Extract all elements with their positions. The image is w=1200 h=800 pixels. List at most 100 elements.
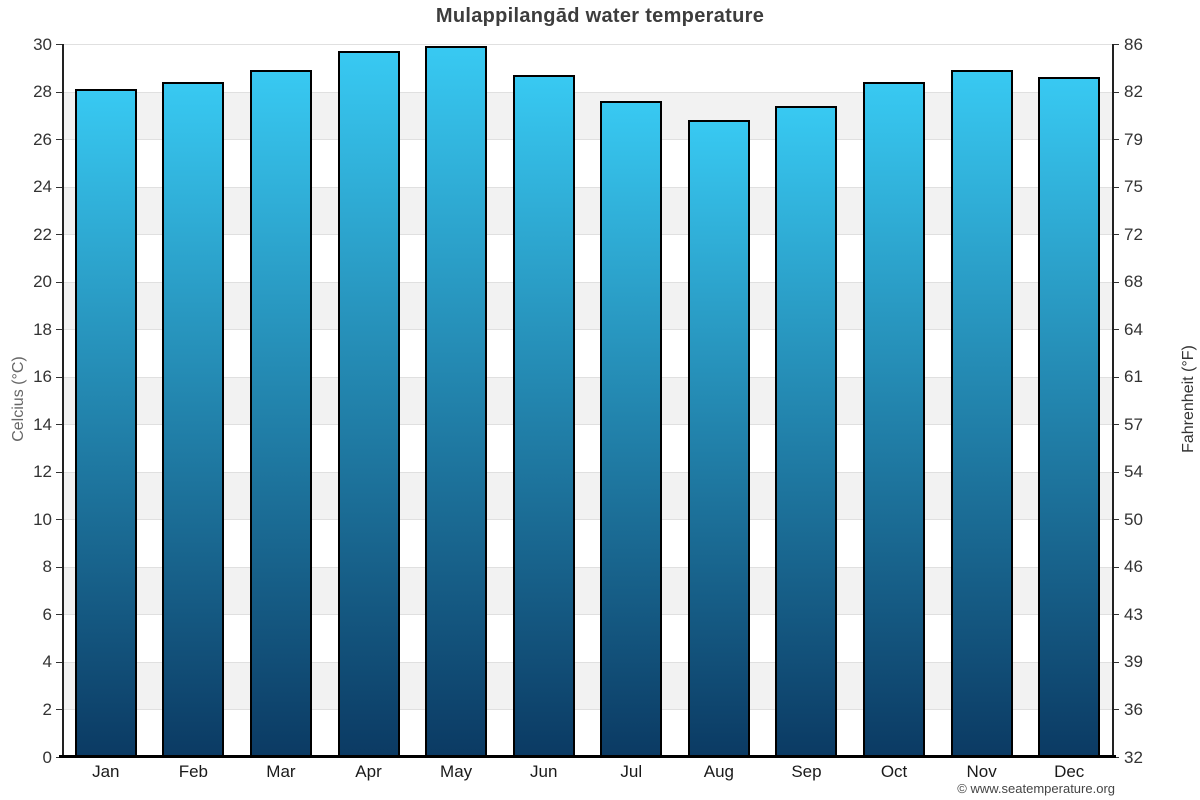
bar-mar[interactable]	[249, 70, 312, 757]
plot-band	[62, 44, 1113, 92]
fahrenheit-tick-mark	[1113, 757, 1119, 758]
month-label-sep: Sep	[791, 762, 822, 781]
plot-band	[62, 91, 1113, 140]
celsius-tick-label: 6	[42, 604, 52, 624]
celsius-tick-label: 16	[33, 367, 52, 387]
month-label-dec: Dec	[1054, 762, 1085, 781]
bar-nov[interactable]	[950, 70, 1013, 757]
celsius-tick-mark	[56, 376, 62, 378]
fahrenheit-tick-mark	[1113, 519, 1119, 521]
celsius-tick-label: 0	[42, 747, 52, 767]
celsius-tick-mark	[56, 614, 62, 616]
gridline	[62, 661, 1113, 663]
bar-jul[interactable]	[600, 101, 663, 757]
bar-sep[interactable]	[775, 105, 838, 757]
month-label-jul: Jul	[620, 762, 643, 781]
celsius-tick-mark	[56, 471, 62, 473]
bar-jun[interactable]	[512, 74, 575, 757]
fahrenheit-tick-mark	[1113, 471, 1119, 473]
plot-band	[62, 471, 1113, 520]
plot-band	[62, 329, 1113, 377]
fahrenheit-tick-mark	[1113, 614, 1119, 616]
fahrenheit-tick-mark	[1113, 329, 1119, 331]
plot-band	[62, 709, 1113, 757]
plot-band	[62, 661, 1113, 710]
copyright-credit: © www.seatemperature.org	[957, 781, 1115, 796]
fahrenheit-tick-mark	[1113, 44, 1119, 45]
plot-band	[62, 614, 1113, 662]
celsius-tick-mark	[56, 91, 62, 93]
fahrenheit-tick-label: 32	[1124, 747, 1143, 767]
gridline	[62, 614, 1113, 616]
celsius-axis-title: Celcius (°C)	[10, 356, 27, 442]
gridline	[62, 44, 1113, 45]
bar-may[interactable]	[425, 46, 488, 757]
fahrenheit-tick-label: 75	[1124, 177, 1143, 197]
plot-band	[62, 424, 1113, 472]
right-axis-line	[1112, 44, 1114, 757]
celsius-tick-label: 22	[33, 224, 52, 244]
plot-band	[62, 281, 1113, 330]
bar-jan[interactable]	[74, 89, 137, 757]
bar-feb[interactable]	[162, 82, 225, 757]
celsius-tick-label: 20	[33, 272, 52, 292]
celsius-tick-mark	[56, 424, 62, 426]
fahrenheit-axis-title: Fahrenheit (°F)	[1180, 345, 1197, 453]
fahrenheit-tick-label: 61	[1124, 367, 1143, 387]
gridline	[62, 376, 1113, 378]
fahrenheit-tick-label: 68	[1124, 272, 1143, 292]
plot-band	[62, 186, 1113, 235]
fahrenheit-tick-mark	[1113, 281, 1119, 283]
celsius-tick-mark	[56, 519, 62, 521]
celsius-tick-label: 12	[33, 462, 52, 482]
gridline	[62, 471, 1113, 473]
fahrenheit-tick-mark	[1113, 661, 1119, 663]
celsius-tick-mark	[56, 709, 62, 711]
celsius-tick-mark	[56, 139, 62, 141]
celsius-tick-mark	[56, 281, 62, 283]
gridline	[62, 566, 1113, 568]
month-label-jan: Jan	[92, 762, 120, 781]
celsius-tick-label: 10	[33, 509, 52, 529]
fahrenheit-tick-mark	[1113, 709, 1119, 711]
chart-title: Mulappilangād water temperature	[435, 5, 765, 27]
celsius-tick-label: 18	[33, 319, 52, 339]
fahrenheit-tick-mark	[1113, 91, 1119, 93]
fahrenheit-tick-mark	[1113, 424, 1119, 426]
fahrenheit-tick-mark	[1113, 376, 1119, 378]
bar-aug[interactable]	[687, 120, 750, 757]
month-label-jun: Jun	[529, 762, 558, 781]
gridline	[62, 709, 1113, 711]
gridline	[62, 186, 1113, 188]
fahrenheit-tick-mark	[1113, 186, 1119, 188]
gridline	[62, 139, 1113, 141]
bar-dec[interactable]	[1038, 77, 1101, 757]
celsius-tick-label: 14	[33, 414, 52, 434]
celsius-tick-mark	[56, 329, 62, 331]
gridline	[62, 519, 1113, 521]
month-label-may: May	[440, 762, 473, 781]
fahrenheit-tick-label: 57	[1124, 414, 1143, 434]
fahrenheit-tick-mark	[1113, 234, 1119, 236]
fahrenheit-tick-label: 50	[1124, 509, 1143, 529]
month-label-aug: Aug	[703, 762, 734, 781]
gridline	[62, 329, 1113, 331]
celsius-tick-label: 24	[33, 177, 52, 197]
plot-band	[62, 519, 1113, 567]
celsius-tick-label: 4	[42, 652, 52, 672]
celsius-tick-mark	[56, 186, 62, 188]
month-label-nov: Nov	[966, 762, 997, 781]
celsius-tick-label: 30	[33, 34, 52, 54]
gridline	[62, 424, 1113, 426]
celsius-tick-label: 26	[33, 129, 52, 149]
month-label-mar: Mar	[266, 762, 296, 781]
plot-band	[62, 376, 1113, 425]
bar-apr[interactable]	[337, 51, 400, 757]
bar-oct[interactable]	[863, 82, 926, 757]
month-label-oct: Oct	[880, 762, 908, 781]
plot-band	[62, 139, 1113, 187]
celsius-tick-mark	[56, 566, 62, 568]
celsius-tick-label: 2	[42, 699, 52, 719]
celsius-tick-label: 28	[33, 82, 52, 102]
